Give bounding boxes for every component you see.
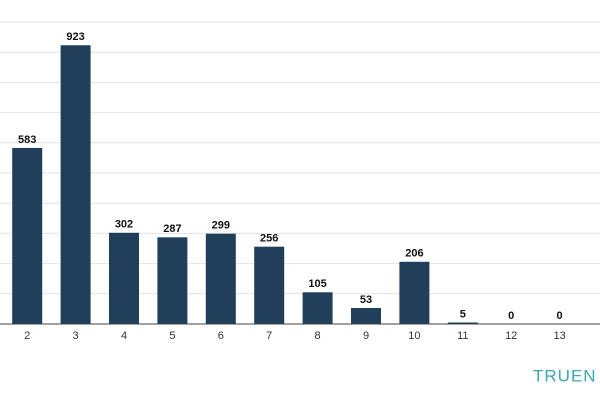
value-label: 302 [115,219,133,231]
bar [157,237,188,324]
x-tick-label: 9 [363,330,369,342]
bar [60,45,91,325]
bar [351,307,381,324]
value-label: 105 [308,278,326,290]
value-label: 287 [163,223,181,235]
bar [205,233,236,324]
x-tick-label: 13 [553,330,565,342]
value-label: 0 [557,310,563,322]
x-tick-label: 11 [457,330,468,342]
x-tick-label: 7 [266,330,272,342]
x-tick-label: 3 [73,330,79,342]
bar [447,322,478,324]
bar [399,261,430,324]
x-tick-label: 8 [315,330,321,342]
x-tick-label: 12 [505,330,517,342]
bar [109,232,139,324]
x-tick-label: 5 [169,330,175,342]
watermark: TRUEN [533,366,597,385]
value-label: 583 [18,134,36,146]
value-label: 256 [260,233,278,245]
value-label: 0 [508,310,514,322]
x-tick-label: 6 [218,330,224,342]
value-label: 5 [460,308,466,320]
bar [12,147,43,324]
value-label: 53 [360,294,372,306]
x-tick-label: 4 [121,330,127,342]
bar [302,292,333,324]
value-label: 206 [405,248,423,260]
value-label: 923 [66,31,84,43]
value-label: 299 [212,220,230,232]
bar [254,246,285,324]
x-tick-label: 2 [24,330,30,342]
x-tick-label: 10 [408,330,420,342]
